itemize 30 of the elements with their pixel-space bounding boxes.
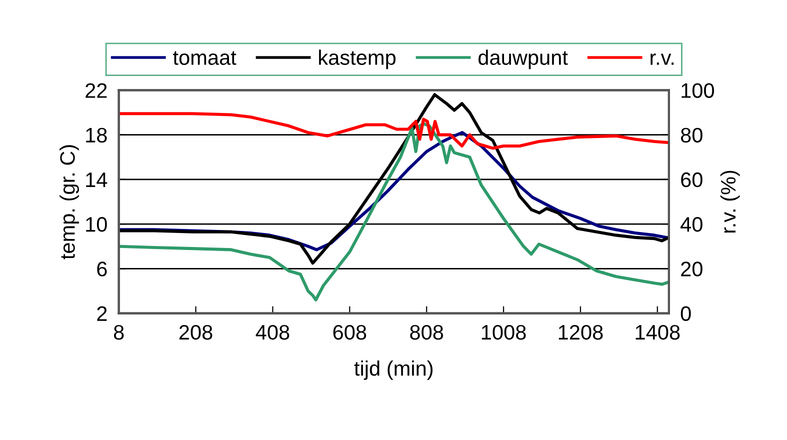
y-tick-label: 10 (86, 217, 107, 232)
y-tick-label: 18 (86, 128, 107, 143)
x-tick-label: 408 (256, 324, 290, 340)
legend-label: tomaat (173, 51, 236, 65)
x-tick-label: 1208 (558, 324, 603, 340)
legend-label: r.v. (650, 54, 674, 65)
line-series (118, 93, 669, 265)
y2-tick-label: 20 (681, 262, 702, 276)
x-tick-label: 8 (114, 324, 124, 340)
line-series (118, 122, 669, 302)
y2-tick-label: 100 (682, 83, 714, 98)
x-tick-label: 1008 (482, 324, 526, 340)
y2-tick-label: 60 (681, 172, 702, 188)
y2-axis-title: r.v. (%) (720, 170, 740, 233)
y2-tick-label: 80 (680, 128, 702, 143)
line-series (118, 112, 669, 150)
x-tick-label: 608 (333, 324, 366, 340)
legend-label: kastemp (319, 50, 396, 70)
y-tick-label: 22 (86, 83, 107, 98)
x-tick-label: 1408 (636, 324, 680, 340)
y-axis-title: temp. (gr. C) (60, 145, 79, 260)
y2-tick-label: 40 (680, 217, 702, 232)
legend-label: dauwpunt (478, 50, 568, 70)
x-tick-label: 808 (410, 324, 444, 340)
y2-tick-label: 0 (680, 306, 691, 322)
x-axis-title: tijd (min) (354, 360, 433, 380)
y-tick-label: 2 (97, 306, 107, 321)
y-tick-label: 6 (97, 262, 107, 276)
x-tick-label: 208 (179, 324, 212, 340)
y-tick-label: 14 (86, 172, 108, 187)
